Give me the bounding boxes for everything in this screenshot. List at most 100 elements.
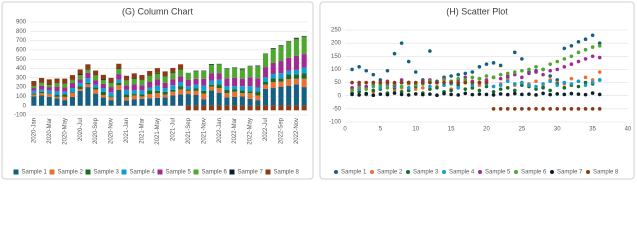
x-tick-label: 2021-Jan — [124, 118, 130, 143]
scatter-point — [463, 75, 468, 80]
y-tick-label: 150 — [331, 54, 342, 60]
scatter-point — [498, 63, 503, 68]
bar-segment — [301, 87, 307, 106]
bar-segment — [31, 88, 37, 91]
bar-segment — [270, 62, 276, 75]
bar-segment — [170, 72, 176, 74]
scatter-point — [527, 92, 531, 96]
scatter-point — [428, 49, 432, 53]
legend-label: Sample 8 — [593, 170, 619, 176]
scatter-point — [590, 33, 595, 38]
bar-segment — [116, 74, 122, 80]
scatter-point — [548, 88, 552, 93]
scatter-point — [541, 72, 545, 77]
bar-segment — [154, 79, 160, 86]
scatter-point — [555, 78, 560, 82]
scatter-point — [484, 74, 489, 78]
bar-segment — [100, 91, 106, 96]
bar-segment — [193, 90, 199, 96]
scatter-point — [590, 107, 595, 111]
bar-segment — [147, 90, 153, 95]
scatter-point — [357, 83, 361, 87]
bar-segment — [139, 80, 145, 86]
scatter-point — [527, 107, 531, 111]
x-tick-label: 10 — [412, 127, 419, 133]
bar-segment — [239, 93, 245, 97]
scatter-point — [562, 86, 567, 90]
panel-frame — [319, 1, 635, 180]
scatter-point — [484, 84, 489, 89]
bar-segment — [54, 91, 60, 96]
scatter-point — [534, 107, 538, 111]
legend-label: Sample 8 — [274, 170, 300, 176]
bar-segment — [278, 86, 284, 106]
bar-segment — [39, 93, 45, 96]
scatter-point — [498, 76, 503, 81]
scatter-point — [399, 41, 404, 45]
scatter-point — [505, 86, 510, 90]
scatter-point — [463, 80, 468, 85]
bar-segment — [46, 94, 52, 97]
bar-segment — [178, 64, 184, 69]
x-tick-label: 2021-May — [155, 118, 161, 145]
bar-segment — [100, 97, 106, 106]
x-tick-label: 2020-Jan — [31, 118, 37, 143]
bar-segment — [293, 84, 299, 106]
bar-segment — [154, 90, 160, 94]
y-tick-label: 800 — [16, 29, 27, 35]
bar-segment — [93, 75, 99, 81]
bar-segment — [278, 45, 284, 62]
bar-segment — [62, 87, 68, 92]
bar-segment — [39, 91, 45, 94]
bar-segment — [255, 66, 261, 79]
bar-segment — [208, 90, 215, 106]
bar-segment — [270, 105, 276, 111]
scatter-point — [406, 93, 411, 97]
bar-segment — [62, 78, 68, 84]
x-tick-label: 2022-Jan — [217, 118, 223, 143]
scatter-point — [583, 92, 588, 97]
scatter-point — [371, 88, 376, 93]
scatter-point — [513, 82, 517, 86]
scatter-point — [541, 67, 545, 72]
bar-segment — [69, 80, 76, 83]
scatter-point — [590, 45, 595, 49]
legend-marker — [442, 170, 446, 174]
bar-segment — [154, 97, 160, 106]
bar-segment — [170, 73, 176, 80]
x-tick-label: 2022-Mar — [232, 118, 238, 144]
bar-segment — [239, 68, 245, 70]
legend-marker — [229, 169, 235, 175]
legend-label: Sample 1 — [22, 170, 48, 176]
bar-segment — [208, 64, 215, 74]
scatter-point — [435, 86, 439, 90]
scatter-point — [520, 68, 524, 73]
bar-segment — [93, 70, 99, 76]
bar-segment — [255, 65, 261, 67]
bar-segment — [293, 37, 299, 39]
scatter-point — [562, 107, 567, 111]
x-tick-label: 2021-Mar — [140, 118, 146, 144]
bar-segment — [178, 69, 184, 77]
scatter-point — [505, 92, 510, 97]
bar-segment — [85, 69, 91, 73]
bar-segment — [54, 96, 60, 99]
scatter-point — [562, 65, 567, 69]
scatter-point — [562, 80, 567, 85]
scatter-point — [378, 83, 383, 87]
bar-segment — [108, 87, 114, 93]
scatter-point — [491, 75, 496, 80]
scatter-point — [590, 91, 595, 95]
scatter-point — [357, 65, 361, 69]
bar-segment — [116, 89, 122, 106]
x-tick-label: 0 — [343, 127, 347, 133]
scatter-point — [534, 70, 538, 74]
legend-marker — [121, 169, 127, 175]
scatter-point — [534, 65, 538, 69]
bar-segment — [278, 81, 284, 87]
scatter-point — [597, 92, 602, 97]
x-tick-label: 2021-Sep — [186, 117, 192, 144]
bar-segment — [262, 88, 269, 106]
bar-segment — [247, 77, 253, 87]
bar-segment — [162, 76, 168, 83]
